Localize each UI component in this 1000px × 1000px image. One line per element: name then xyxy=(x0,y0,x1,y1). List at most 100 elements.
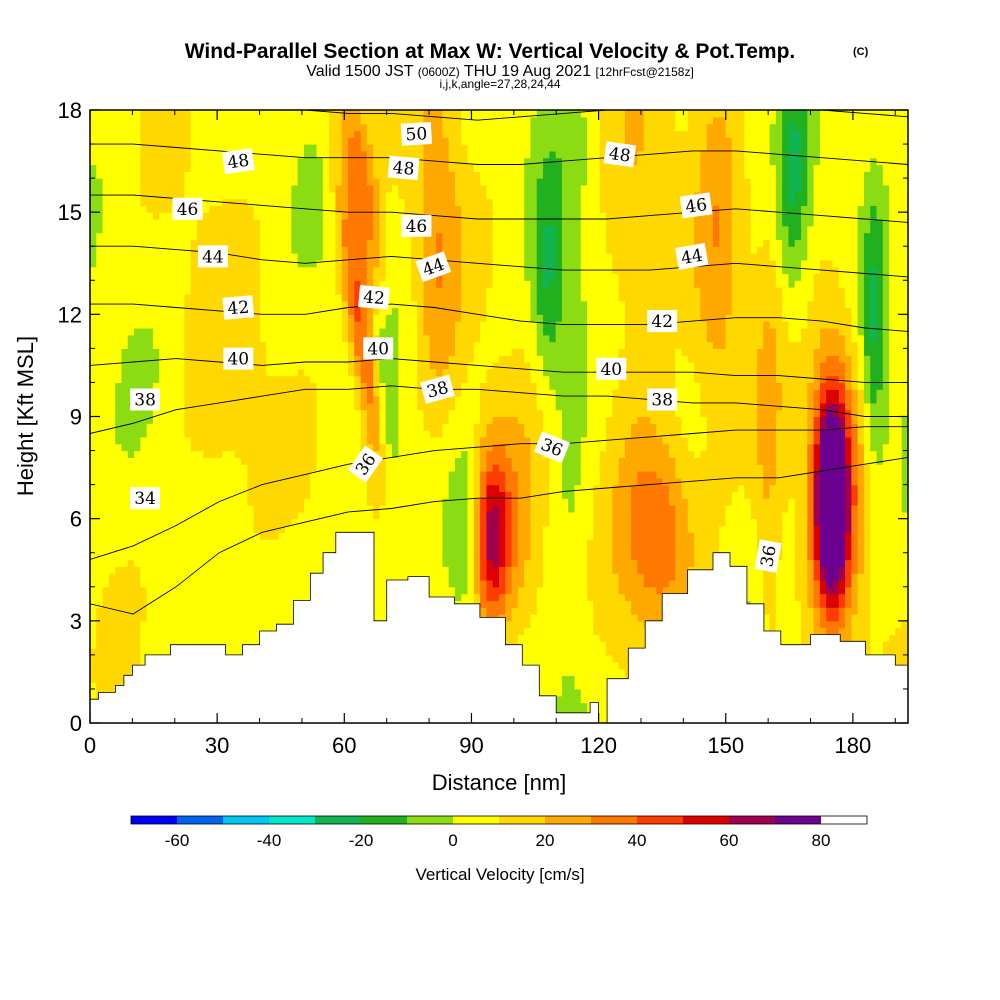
velocity-cell xyxy=(266,593,274,601)
velocity-cell xyxy=(165,416,173,424)
velocity-cell xyxy=(335,396,343,404)
velocity-cell xyxy=(121,218,129,227)
velocity-cell xyxy=(102,470,110,479)
velocity-cell xyxy=(278,614,286,622)
velocity-cell xyxy=(247,266,255,275)
velocity-cell xyxy=(209,321,217,329)
velocity-cell xyxy=(285,218,292,227)
velocity-cell xyxy=(253,409,261,418)
velocity-cell xyxy=(329,368,336,377)
velocity-cell xyxy=(90,327,97,336)
velocity-cell xyxy=(272,280,280,288)
velocity-cell xyxy=(253,620,261,629)
velocity-cell xyxy=(253,123,261,132)
velocity-cell xyxy=(303,314,311,322)
velocity-cell xyxy=(146,573,154,581)
velocity-cell xyxy=(190,627,198,636)
velocity-cell xyxy=(209,505,217,513)
velocity-cell xyxy=(272,586,280,595)
velocity-cell xyxy=(272,416,280,424)
velocity-cell xyxy=(285,545,292,554)
velocity-cell xyxy=(203,389,211,397)
velocity-cell xyxy=(404,273,412,281)
velocity-cell xyxy=(341,212,349,220)
velocity-cell xyxy=(222,579,230,588)
velocity-cell xyxy=(134,218,141,227)
velocity-cell xyxy=(184,341,192,349)
velocity-cell xyxy=(178,287,185,295)
velocity-cell xyxy=(102,675,110,683)
velocity-cell xyxy=(96,341,104,349)
velocity-cell xyxy=(196,293,204,302)
velocity-cell xyxy=(121,171,129,179)
velocity-cell xyxy=(140,348,148,356)
velocity-cell xyxy=(171,218,179,227)
velocity-cell xyxy=(102,620,110,629)
velocity-cell xyxy=(272,443,280,452)
velocity-cell xyxy=(108,273,116,281)
velocity-cell xyxy=(385,409,393,418)
velocity-cell xyxy=(272,402,280,411)
velocity-cell xyxy=(385,532,393,540)
velocity-cell xyxy=(360,266,368,275)
velocity-cell xyxy=(297,552,305,561)
velocity-cell xyxy=(96,225,104,234)
velocity-cell xyxy=(146,511,154,520)
velocity-cell xyxy=(196,593,204,601)
velocity-cell xyxy=(373,239,381,247)
velocity-cell xyxy=(165,627,173,636)
chart-titles: Wind-Parallel Section at Max W: Vertical… xyxy=(185,40,869,91)
velocity-cell xyxy=(303,552,311,561)
velocity-cell xyxy=(278,607,286,615)
velocity-cell xyxy=(184,239,192,247)
velocity-cell xyxy=(146,607,154,615)
velocity-cell xyxy=(278,341,286,349)
velocity-cell xyxy=(241,436,248,445)
velocity-cell xyxy=(423,157,431,166)
velocity-cell xyxy=(429,287,437,295)
velocity-cell xyxy=(241,464,248,472)
velocity-cell xyxy=(410,396,418,404)
velocity-cell xyxy=(272,266,280,275)
velocity-cell xyxy=(259,218,267,227)
velocity-cell xyxy=(121,239,129,247)
velocity-cell xyxy=(385,123,393,132)
velocity-cell xyxy=(398,573,406,581)
velocity-cell xyxy=(410,253,418,261)
velocity-cell xyxy=(429,443,437,452)
velocity-cell xyxy=(253,552,261,561)
velocity-cell xyxy=(96,675,104,683)
velocity-cell xyxy=(341,368,349,377)
velocity-cell xyxy=(398,470,406,479)
velocity-cell xyxy=(322,300,330,309)
velocity-cell xyxy=(354,498,362,506)
velocity-cell xyxy=(127,634,135,642)
velocity-cell xyxy=(322,253,330,261)
velocity-cell xyxy=(146,259,154,268)
velocity-cell xyxy=(90,634,97,642)
velocity-cell xyxy=(115,498,123,506)
velocity-cell xyxy=(266,116,274,125)
velocity-cell xyxy=(209,137,217,145)
velocity-cell xyxy=(316,518,324,527)
velocity-cell xyxy=(134,178,141,186)
velocity-cell xyxy=(184,144,192,152)
velocity-cell xyxy=(108,634,116,642)
velocity-cell xyxy=(285,212,292,220)
velocity-cell xyxy=(121,144,129,152)
velocity-cell xyxy=(354,130,362,138)
velocity-cell xyxy=(285,436,292,445)
velocity-cell xyxy=(228,627,236,636)
velocity-cell xyxy=(134,293,141,302)
velocity-cell xyxy=(228,110,236,118)
velocity-cell xyxy=(222,184,230,193)
velocity-cell xyxy=(322,280,330,288)
velocity-cell xyxy=(165,620,173,629)
velocity-cell xyxy=(392,239,399,247)
velocity-cell xyxy=(285,375,292,384)
velocity-cell xyxy=(115,362,123,370)
velocity-cell xyxy=(253,505,261,513)
velocity-cell xyxy=(379,457,387,465)
velocity-cell xyxy=(203,150,211,159)
velocity-cell xyxy=(266,525,274,533)
